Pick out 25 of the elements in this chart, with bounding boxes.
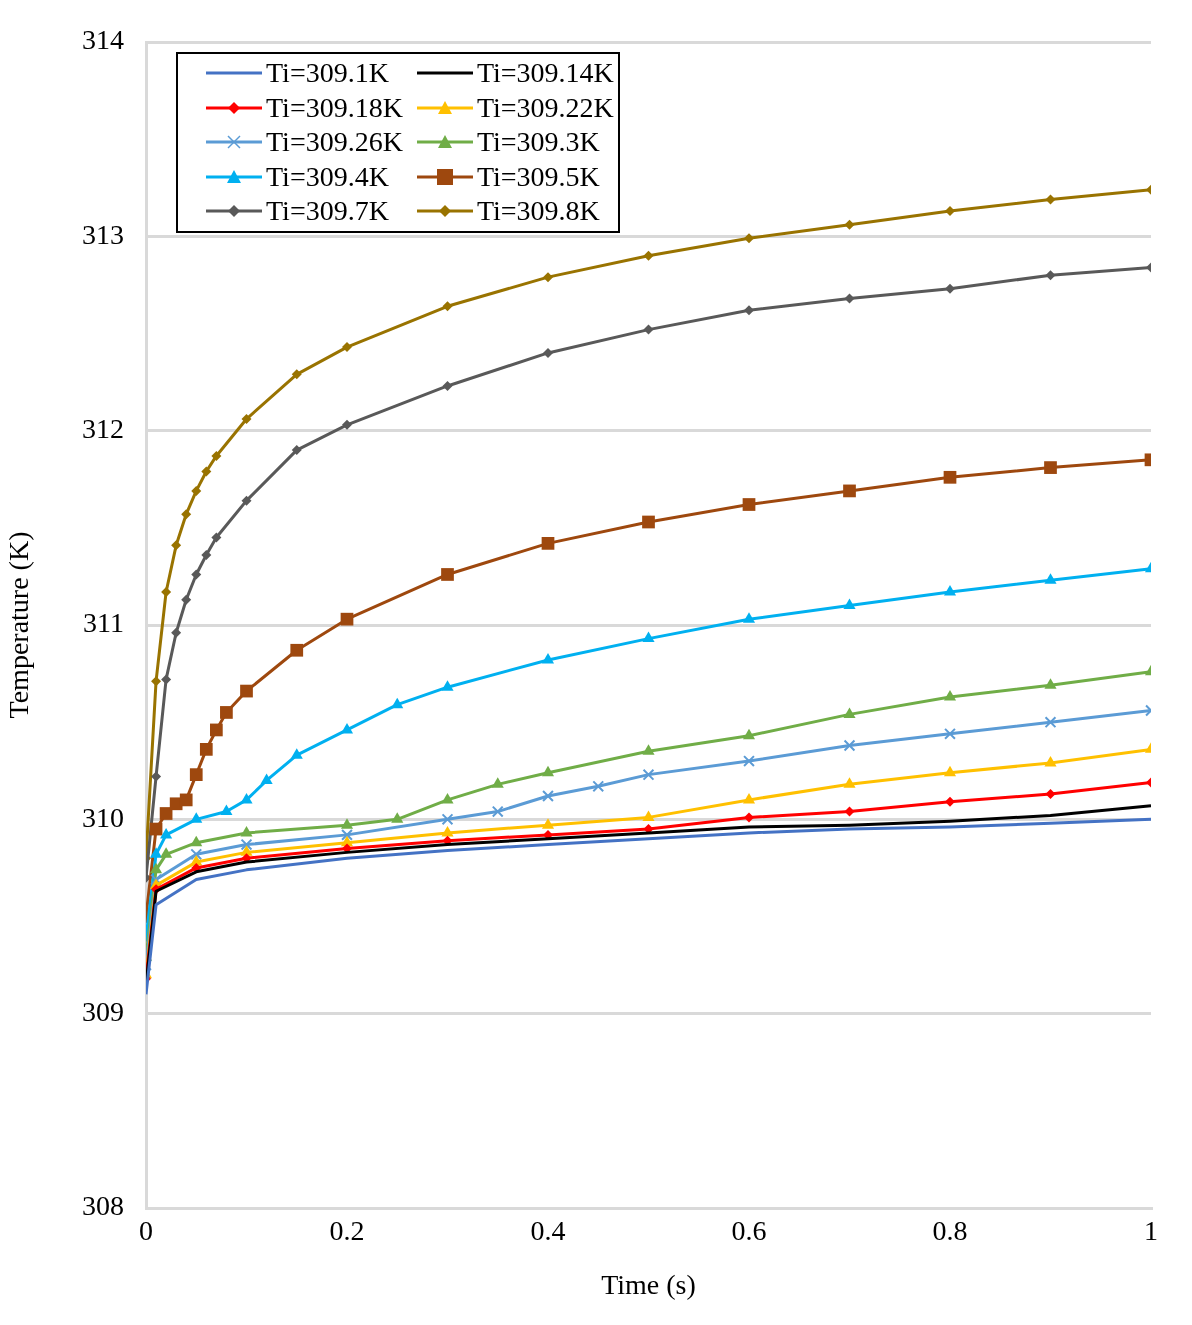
legend-label: Ti=309.8K <box>476 194 600 228</box>
x-tick-label: 0.6 <box>731 1215 767 1247</box>
x-tick-label: 0.8 <box>932 1215 968 1247</box>
y-tick-label: 309 <box>82 996 124 1028</box>
x-axis-title: Time (s) <box>601 1268 696 1300</box>
x-tick-label: 0.4 <box>530 1215 566 1247</box>
y-tick-label: 310 <box>82 801 124 833</box>
y-tick-label: 312 <box>82 413 124 445</box>
x-tick-label: 1 <box>1144 1215 1158 1247</box>
y-axis-title: Temperature (K) <box>3 531 35 719</box>
legend-label: Ti=309.22K <box>476 90 614 125</box>
y-tick-label: 313 <box>82 218 124 250</box>
legend-label: Ti=309.5K <box>476 159 600 194</box>
legend-label: Ti=309.3K <box>476 125 600 159</box>
x-tick-label: 0 <box>139 1215 153 1247</box>
legend-label: Ti=309.26K <box>266 125 403 159</box>
legend-label: Ti=309.18K <box>266 90 403 125</box>
legend-label: Ti=309.14K <box>476 56 614 90</box>
legend-label: Ti=309.4K <box>266 159 389 194</box>
y-tick-label: 308 <box>82 1190 124 1222</box>
y-tick-label: 311 <box>83 607 124 639</box>
legend-label: Ti=309.1K <box>266 56 389 90</box>
x-tick-label: 0.2 <box>329 1215 365 1247</box>
legend-label: Ti=309.7K <box>266 194 389 228</box>
y-tick-label: 314 <box>82 24 124 56</box>
